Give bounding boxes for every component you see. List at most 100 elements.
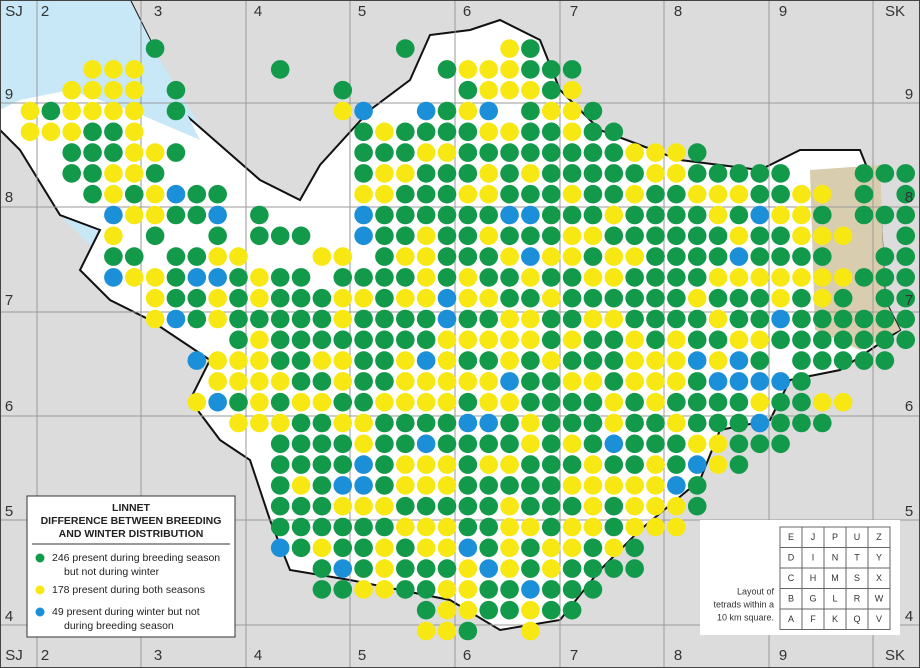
- tetrad-dot: [396, 226, 415, 246]
- tetrad-dot: [416, 372, 436, 391]
- tetrad-dot: [145, 226, 165, 246]
- tetrad-dot: [500, 496, 519, 516]
- tetrad-dot: [479, 372, 499, 391]
- tetrad-dot: [458, 372, 478, 391]
- tetrad-dot: [354, 164, 373, 183]
- tetrad-dot: [521, 226, 540, 246]
- tetrad-dot: [375, 434, 394, 454]
- tetrad-dot: [187, 351, 207, 370]
- tetrad-dot: [396, 517, 415, 537]
- tetrad-dot: [813, 330, 832, 350]
- tetrad-dot: [437, 392, 457, 412]
- tetrad-dot: [667, 496, 686, 516]
- tetrad-dot: [291, 372, 311, 391]
- grid-label-bottom: 9: [779, 647, 787, 664]
- grid-label-bottom: SJ: [5, 647, 23, 664]
- tetrad-dot: [896, 164, 915, 183]
- tetrad-dot: [500, 226, 519, 246]
- tetrad-dot: [604, 288, 624, 308]
- tetrad-dot: [521, 392, 540, 412]
- tetrad-dot: [375, 330, 394, 350]
- grid-label-top: 2: [41, 3, 49, 20]
- tetrad-dot: [416, 600, 436, 620]
- tetrad-dot: [500, 80, 519, 100]
- tetrad-dot: [500, 434, 519, 454]
- tetrad-dot: [333, 288, 353, 308]
- legend-text: but not during winter: [64, 566, 160, 578]
- tetrad-dot: [541, 247, 561, 266]
- tetrad-dot: [166, 143, 186, 162]
- tetrad-dot: [354, 413, 373, 433]
- tetrad-dot: [396, 455, 415, 474]
- tetrad-dot: [416, 122, 436, 142]
- tetrad-dot: [813, 184, 832, 204]
- tetrad-dot: [250, 205, 269, 225]
- tetrad-dot: [479, 538, 499, 558]
- tetrad-dot: [375, 164, 394, 183]
- tetrad-dot: [458, 559, 478, 578]
- tetrad-dot: [625, 476, 644, 495]
- tetrad-dot: [667, 288, 686, 308]
- tetrad-dot: [646, 288, 665, 308]
- tetrad-dot: [458, 621, 478, 641]
- tetrad-dot: [646, 309, 665, 329]
- tetrad-dot: [792, 309, 811, 329]
- tetrad-dot: [354, 122, 373, 142]
- tetrad-dot: [541, 413, 561, 433]
- tetrad-dot: [145, 164, 165, 183]
- tetrad-dot: [562, 559, 582, 578]
- tetrad-dot: [625, 309, 644, 329]
- tetrad-dot: [667, 143, 686, 162]
- tetrad-dot: [500, 60, 519, 79]
- tetrad-dot: [124, 268, 144, 287]
- tetrad-dot: [687, 164, 707, 183]
- tetrad-dot: [354, 226, 373, 246]
- tetrad-dot: [291, 330, 311, 350]
- tetrad-dot: [354, 496, 373, 516]
- tetrad-dot: [437, 476, 457, 495]
- tetrad-dot: [270, 60, 290, 79]
- tetrad-dot: [833, 330, 853, 350]
- tetrad-dot: [312, 496, 332, 516]
- tetrad-dot: [479, 184, 499, 204]
- tetrad-dot: [416, 143, 436, 162]
- tetrad-dot: [833, 392, 853, 412]
- tetrad-dot: [625, 247, 644, 266]
- tetrad-dot: [667, 247, 686, 266]
- tetrad-dot: [479, 351, 499, 370]
- tetrad-dot: [604, 247, 624, 266]
- tetrad-dot: [437, 517, 457, 537]
- tetrad-dot: [562, 351, 582, 370]
- grid-label-right: 6: [905, 398, 913, 415]
- grid-label-top: 8: [674, 3, 682, 20]
- key-letter: G: [809, 593, 816, 603]
- tetrad-dot: [521, 143, 540, 162]
- tetrad-dot: [625, 413, 644, 433]
- tetrad-dot: [521, 621, 540, 641]
- tetrad-dot: [333, 559, 353, 578]
- tetrad-dot: [667, 309, 686, 329]
- grid-label-top: SJ: [5, 3, 23, 20]
- tetrad-dot: [583, 517, 603, 537]
- tetrad-dot: [646, 351, 665, 370]
- tetrad-dot: [500, 184, 519, 204]
- tetrad-dot: [646, 372, 665, 391]
- tetrad-dot: [562, 184, 582, 204]
- grid-label-top: 5: [358, 3, 366, 20]
- tetrad-dot: [604, 413, 624, 433]
- key-letter: S: [854, 573, 860, 583]
- tetrad-dot: [583, 184, 603, 204]
- tetrad-dot: [416, 205, 436, 225]
- tetrad-dot: [646, 164, 665, 183]
- tetrad-dot: [687, 288, 707, 308]
- tetrad-dot: [562, 580, 582, 599]
- tetrad-dot: [187, 309, 207, 329]
- tetrad-dot: [604, 164, 624, 183]
- tetrad-dot: [687, 184, 707, 204]
- tetrad-dot: [500, 600, 519, 620]
- tetrad-dot: [646, 455, 665, 474]
- legend-swatch: [35, 607, 45, 617]
- tetrad-dot: [667, 476, 686, 495]
- tetrad-dot: [583, 372, 603, 391]
- tetrad-dot: [375, 268, 394, 287]
